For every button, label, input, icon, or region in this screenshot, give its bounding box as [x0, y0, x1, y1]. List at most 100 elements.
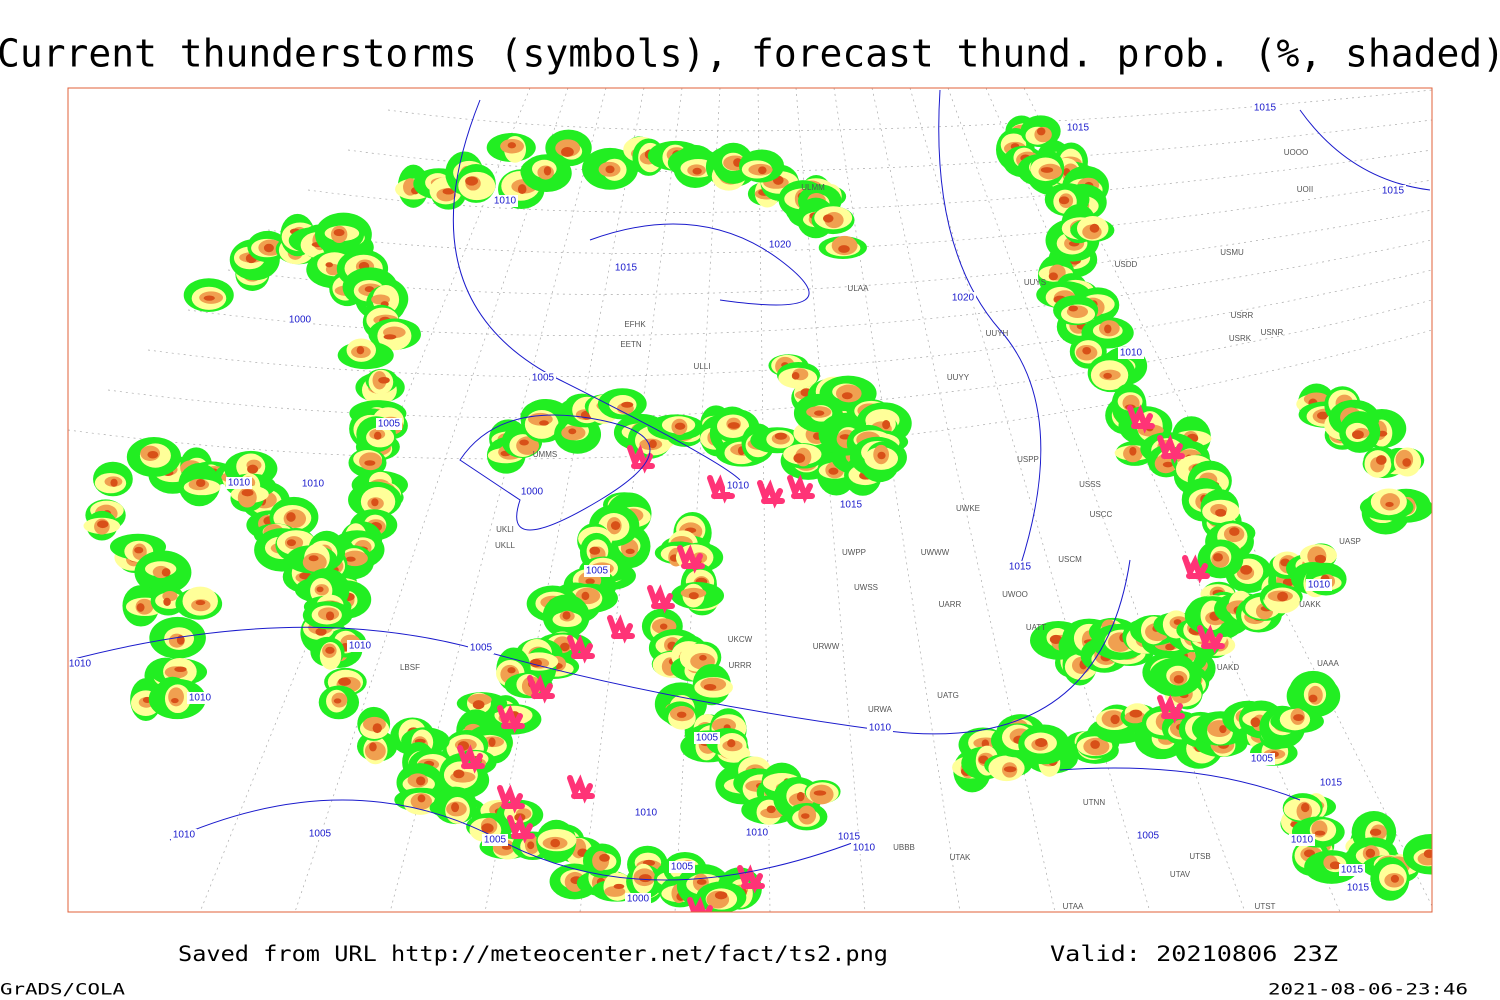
- isobar-label-bg: [1289, 834, 1315, 846]
- shade-blob: [1250, 717, 1261, 728]
- thunderstorm-symbol: [497, 704, 525, 734]
- timestamp: 2021-08-06-23:46: [1268, 980, 1468, 999]
- station-label: ULMM: [801, 183, 825, 192]
- shade-blob: [481, 823, 494, 833]
- shade-blob: [543, 166, 552, 176]
- thunderstorm-symbol: [1182, 554, 1210, 584]
- isobar-label: 1015: [840, 500, 863, 511]
- isobar-label: 1010: [302, 479, 325, 490]
- isobar: [589, 223, 810, 306]
- shade-blob: [1380, 493, 1401, 511]
- shade-blob: [1058, 196, 1070, 205]
- shade-blob: [369, 742, 377, 752]
- station-label: USCC: [1090, 510, 1113, 519]
- shade-blob: [1082, 346, 1092, 355]
- isobar-label-bg: [633, 807, 659, 819]
- isobar-label: 1015: [1067, 123, 1090, 134]
- thunderstorm-symbol: [457, 744, 485, 774]
- shade-blob: [147, 450, 159, 459]
- shade-blob: [581, 591, 590, 601]
- isobar-label-bg: [68, 658, 93, 670]
- station-label: UOOO: [1284, 148, 1308, 157]
- isobar-label-bg: [725, 480, 751, 492]
- isobar-label: 1005: [671, 862, 694, 873]
- shade-blob: [1035, 738, 1048, 748]
- isobar-label: 1005: [1251, 754, 1274, 765]
- isobar-label-bg: [767, 239, 793, 251]
- probability-shading: [83, 115, 1432, 912]
- shade-blob: [1317, 411, 1329, 420]
- shade-blob: [1129, 709, 1143, 718]
- shade-blob: [1162, 461, 1174, 468]
- shade-blob: [727, 422, 740, 429]
- station-label: UTSB: [1189, 852, 1210, 861]
- isobar-label: 1010: [727, 481, 750, 492]
- shade-blob: [1048, 272, 1058, 281]
- isobar-label-bg: [694, 732, 720, 744]
- isobar: [1299, 109, 1431, 191]
- shade-blob: [356, 346, 365, 355]
- isobar-label: 1015: [1009, 562, 1032, 573]
- isobar-label-bg: [851, 842, 877, 854]
- shade-blob: [1402, 458, 1412, 467]
- shade-blob: [550, 838, 561, 848]
- shade-blob: [1365, 848, 1376, 858]
- graticule-line: [147, 269, 1432, 377]
- isobar-label: 1005: [586, 566, 609, 577]
- station-label: UWSS: [854, 583, 878, 592]
- isobar-label-bg: [530, 372, 556, 384]
- isobar-label: 1005: [1137, 831, 1160, 842]
- source-url: Saved from URL http://meteocenter.net/fa…: [178, 942, 888, 966]
- isobar-label: 1010: [853, 843, 876, 854]
- shade-blob: [727, 739, 736, 748]
- thunderstorm-symbol: [707, 474, 735, 504]
- station-label: URRR: [728, 661, 751, 670]
- software: GrADS/COLA: [0, 980, 125, 999]
- shade-blob: [171, 698, 179, 704]
- isobar-label: 1010: [228, 478, 251, 489]
- isobar-label-bg: [468, 642, 494, 654]
- shade-blob: [621, 401, 634, 408]
- shade-blob: [1213, 553, 1223, 562]
- shade-blob: [539, 420, 549, 426]
- station-label: UARR: [939, 600, 962, 609]
- station-label: USRK: [1229, 334, 1252, 343]
- shade-blob: [1229, 527, 1240, 536]
- shade-blob: [325, 646, 335, 654]
- graticule-line: [947, 88, 1246, 912]
- shade-blob: [1036, 127, 1046, 136]
- shade-blob: [333, 228, 345, 237]
- shade-blob: [1308, 694, 1318, 703]
- isobar-label: 1020: [769, 240, 792, 251]
- shade-blob: [1103, 372, 1112, 379]
- shade-blob: [766, 805, 776, 814]
- shade-blob: [1165, 643, 1175, 651]
- shade-blob: [451, 802, 460, 813]
- isobar-label-bg: [1380, 185, 1406, 197]
- shade-blob: [585, 578, 595, 585]
- graticule-line: [484, 88, 645, 912]
- thunderstorm-symbol: [1157, 694, 1185, 724]
- shade-blob: [1003, 766, 1017, 773]
- station-label: USDD: [1115, 260, 1138, 269]
- shade-blob: [465, 176, 479, 186]
- station-label: USMU: [1220, 248, 1244, 257]
- isobar-label: 1015: [1347, 883, 1370, 894]
- station-label: UWKE: [956, 504, 980, 513]
- shade-blob: [610, 521, 621, 530]
- shade-blob: [333, 698, 342, 704]
- thunderstorm-symbol: [737, 864, 765, 894]
- shade-blob: [161, 568, 171, 577]
- isobar-label: 1010: [494, 196, 517, 207]
- station-label: USSS: [1079, 480, 1101, 489]
- shade-blob: [134, 546, 144, 554]
- isobar-label-bg: [613, 262, 639, 274]
- isobar-label-bg: [1007, 561, 1033, 573]
- station-label: UUYS: [1024, 278, 1046, 287]
- shade-blob: [364, 460, 376, 466]
- shade-blob: [507, 667, 516, 674]
- isobar-label-bg: [669, 861, 695, 873]
- shade-blob: [1104, 324, 1112, 334]
- station-label: UWPP: [842, 548, 866, 557]
